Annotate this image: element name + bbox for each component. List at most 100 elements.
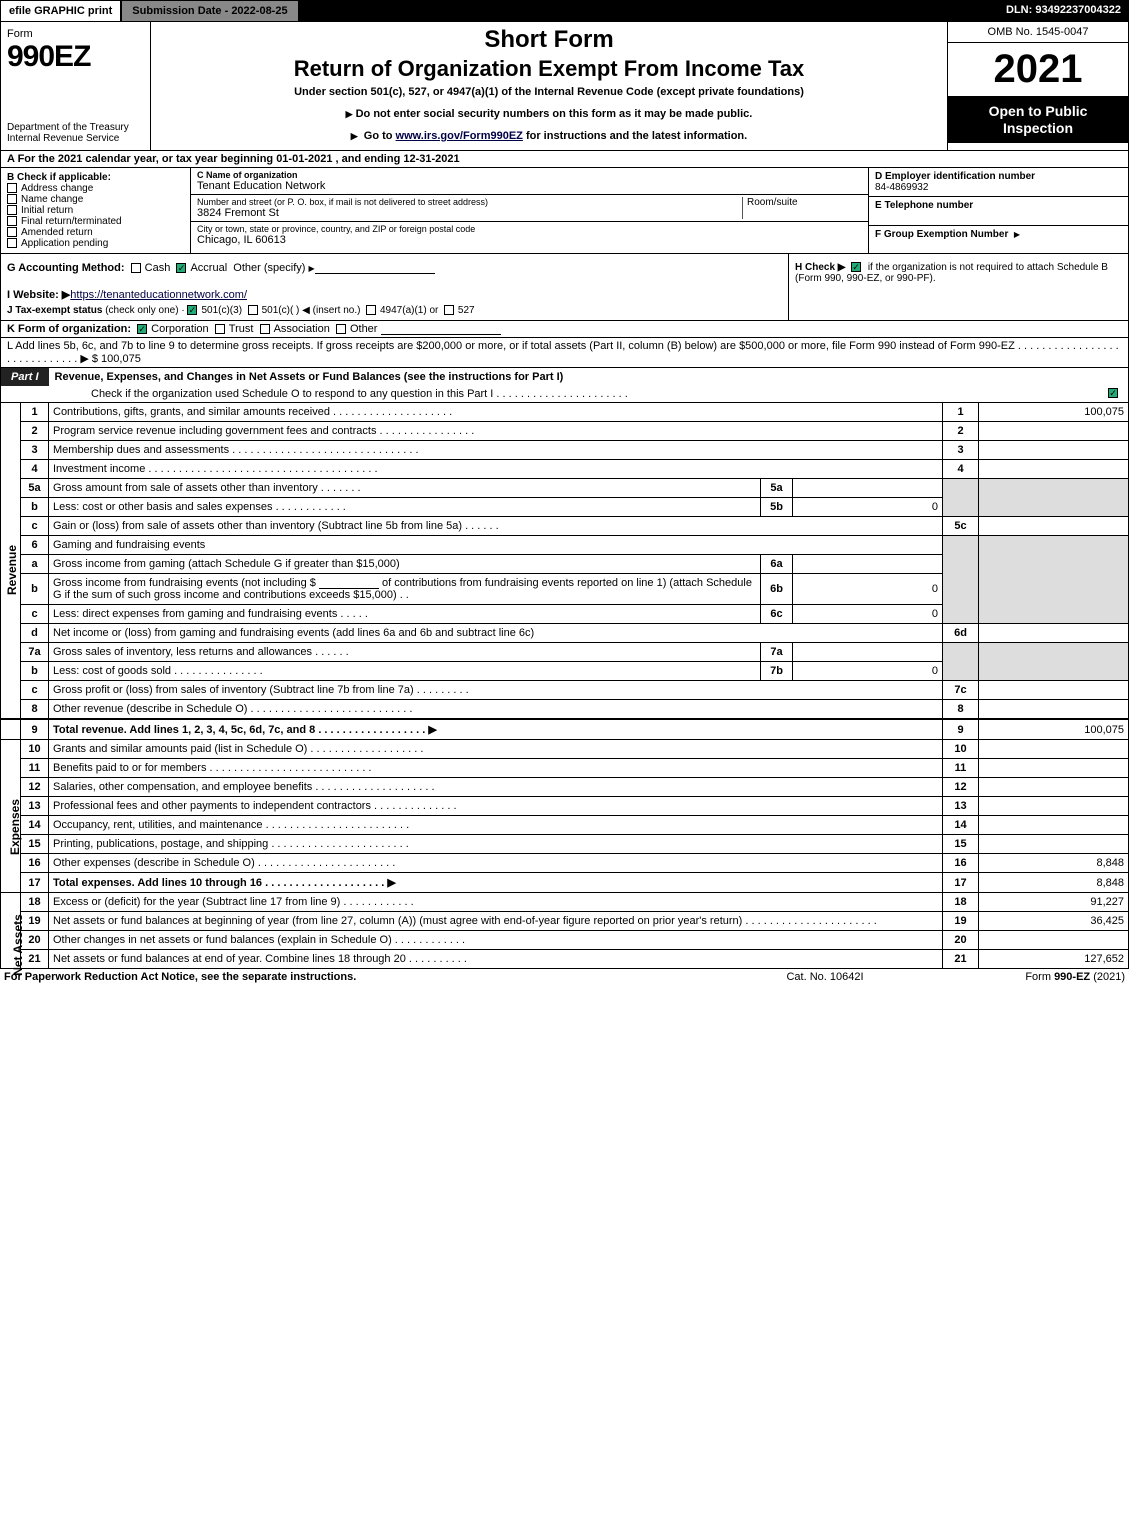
sn-7b: 7b [761,662,793,681]
cat-revenue: Revenue [1,403,21,719]
e-label: E Telephone number [875,200,1122,211]
mn-10: 10 [943,740,979,759]
desc-14: Occupancy, rent, utilities, and maintena… [49,816,943,835]
b-item-initial[interactable]: Initial return [7,205,184,216]
sn-6b: 6b [761,574,793,605]
box-g-i-j: G Accounting Method: Cash Accrual Other … [1,254,788,320]
dln: DLN: 93492237004322 [998,0,1129,22]
ln-17: 17 [21,873,49,893]
b-item-final[interactable]: Final return/terminated [7,216,184,227]
i-label: I Website: ▶ [7,289,70,301]
row-3: 3 Membership dues and assessments . . . … [1,441,1129,460]
k-other-input[interactable] [381,323,501,335]
note-ssn-text: Do not enter social security numbers on … [356,108,753,120]
part-1-scho-check[interactable] [1108,388,1118,398]
6b-amount-input[interactable] [319,577,379,589]
row-14: 14 Occupancy, rent, utilities, and maint… [1,816,1129,835]
j-527-check[interactable] [444,305,454,315]
desc-12: Salaries, other compensation, and employ… [49,778,943,797]
j-501c3-check[interactable] [187,305,197,315]
form-word: Form [7,28,144,40]
sv-5b: 0 [793,498,943,517]
room-suite-label: Room/suite [742,197,862,219]
k-trust: Trust [229,323,254,335]
mv-3 [979,441,1129,460]
mn-15: 15 [943,835,979,854]
box-g: G Accounting Method: Cash Accrual Other … [7,262,782,274]
ln-6b: b [21,574,49,605]
k-assoc-check[interactable] [260,324,270,334]
row-21: 21 Net assets or fund balances at end of… [1,950,1129,969]
desc-9-b: Total revenue. Add lines 1, 2, 3, 4, 5c,… [53,724,437,736]
header-left: Form 990EZ Department of the Treasury In… [1,22,151,150]
org-street: 3824 Fremont St [197,207,742,219]
mv-2 [979,422,1129,441]
efile-print[interactable]: efile GRAPHIC print [0,0,121,22]
box-d: D Employer identification number 84-4869… [869,168,1128,197]
ln-1: 1 [21,403,49,422]
b-item-address[interactable]: Address change [7,183,184,194]
footer-left: For Paperwork Reduction Act Notice, see … [4,971,725,983]
form-number: 990EZ [7,40,144,74]
ln-3: 3 [21,441,49,460]
b-item-amended[interactable]: Amended return [7,227,184,238]
box-k: K Form of organization: Corporation Trus… [0,321,1129,338]
ln-5c: c [21,517,49,536]
g-cash-check[interactable] [131,263,141,273]
desc-16: Other expenses (describe in Schedule O) … [49,854,943,873]
cat-revenue-label: Revenue [5,545,19,595]
h-check[interactable] [851,262,861,272]
g-accrual-check[interactable] [176,263,186,273]
block-bc: B Check if applicable: Address change Na… [0,168,1129,254]
c-street-label: Number and street (or P. O. box, if mail… [197,197,742,207]
ledger-table: Revenue 1 Contributions, gifts, grants, … [0,403,1129,969]
k-corp: Corporation [151,323,208,335]
irs-link[interactable]: www.irs.gov/Form990EZ [396,130,523,142]
desc-6b-1: Gross income from fundraising events (no… [53,577,316,589]
fr-post: (2021) [1090,971,1125,983]
fr-pre: Form [1025,971,1054,983]
mn-19: 19 [943,912,979,931]
b-item-app[interactable]: Application pending [7,238,184,249]
ein-value: 84-4869932 [875,182,1122,193]
mv-18: 91,227 [979,893,1129,912]
mn-4: 4 [943,460,979,479]
row-20: 20 Other changes in net assets or fund b… [1,931,1129,950]
desc-6: Gaming and fundraising events [49,536,943,555]
mn-21: 21 [943,950,979,969]
f-label: F Group Exemption Number [875,229,1008,240]
note-goto: Go to www.irs.gov/Form990EZ for instruct… [159,130,939,142]
g-accrual: Accrual [190,262,227,274]
j-527: 527 [458,305,475,316]
website-link[interactable]: https://tenanteducationnetwork.com/ [70,289,247,301]
row-8: 8 Other revenue (describe in Schedule O)… [1,700,1129,720]
row-4: 4 Investment income . . . . . . . . . . … [1,460,1129,479]
goto-pre: Go to [364,130,396,142]
desc-6a: Gross income from gaming (attach Schedul… [49,555,761,574]
desc-6d: Net income or (loss) from gaming and fun… [49,624,943,643]
ln-7c: c [21,681,49,700]
ln-4: 4 [21,460,49,479]
note-ssn: Do not enter social security numbers on … [159,108,939,120]
k-assoc: Association [274,323,330,335]
sv-6b: 0 [793,574,943,605]
j-501c-check[interactable] [248,305,258,315]
mv-1: 100,075 [979,403,1129,422]
mv-10 [979,740,1129,759]
part-1-header: Part I Revenue, Expenses, and Changes in… [0,368,1129,403]
ln-14: 14 [21,816,49,835]
b-item-name[interactable]: Name change [7,194,184,205]
k-other-check[interactable] [336,324,346,334]
row-6: 6 Gaming and fundraising events [1,536,1129,555]
box-l: L Add lines 5b, 6c, and 7b to line 9 to … [0,338,1129,368]
b-item-4: Amended return [21,227,93,238]
short-form: Short Form [159,26,939,54]
j-4947-check[interactable] [366,305,376,315]
box-j: J Tax-exempt status (check only one) · 5… [7,305,782,316]
j-label: J Tax-exempt status [7,305,102,316]
part-1-tag: Part I [1,368,49,386]
g-other-input[interactable] [315,262,435,274]
row-9: 9 Total revenue. Add lines 1, 2, 3, 4, 5… [1,719,1129,740]
k-trust-check[interactable] [215,324,225,334]
k-corp-check[interactable] [137,324,147,334]
